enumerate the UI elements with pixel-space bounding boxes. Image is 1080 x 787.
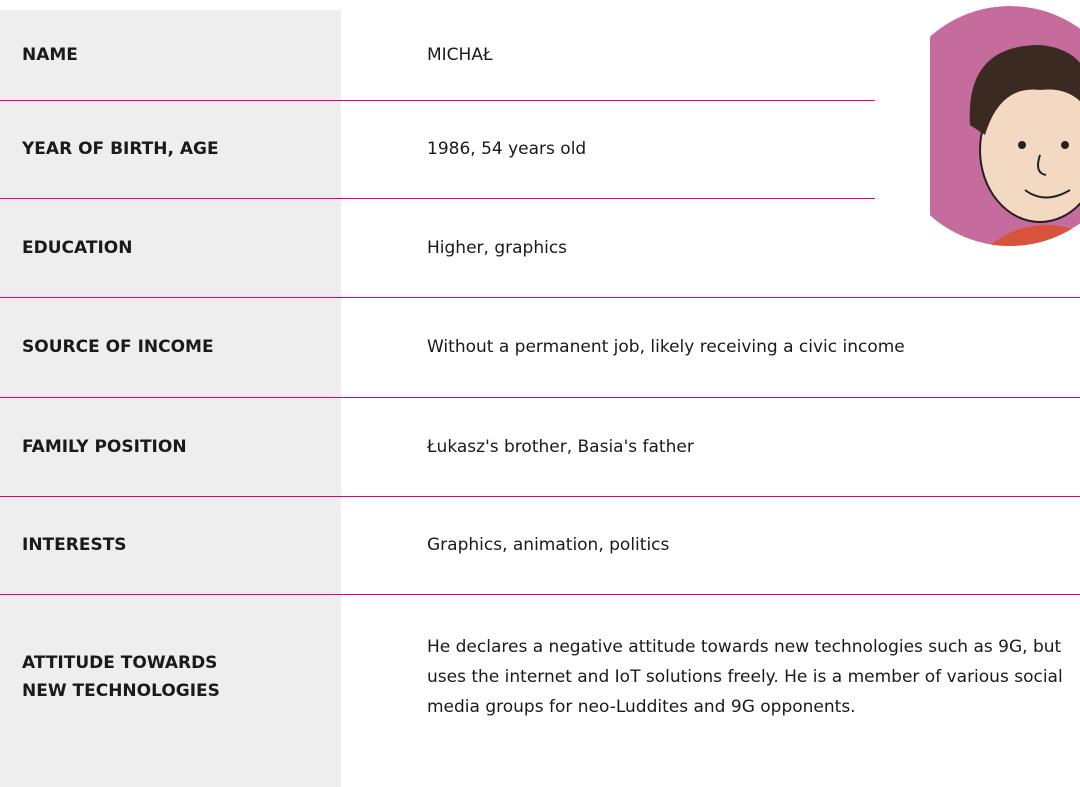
row-label: EDUCATION: [22, 237, 133, 258]
row-label: ATTITUDE TOWARDS NEW TECHNOLOGIES: [22, 653, 220, 701]
row-label: FAMILY POSITION: [22, 436, 187, 457]
row-label: SOURCE OF INCOME: [22, 337, 214, 357]
row-divider: [0, 496, 1080, 497]
avatar: [930, 6, 1080, 246]
row-value: Higher, graphics: [427, 237, 568, 258]
row-divider: [0, 198, 875, 199]
row-divider: [0, 100, 875, 101]
row-value: Łukasz's brother, Basia's father: [427, 436, 694, 457]
row-value: Graphics, animation, politics: [427, 535, 670, 555]
row-value: 1986, 54 years old: [427, 139, 587, 159]
row-value: Without a permanent job, likely receivin…: [427, 337, 905, 357]
row-label: INTERESTS: [22, 535, 127, 555]
row-label: NAME: [22, 45, 78, 65]
row-label: YEAR OF BIRTH, AGE: [22, 139, 219, 159]
row-divider: [0, 397, 1080, 398]
label-column: [0, 10, 341, 787]
row-divider: [0, 594, 1080, 595]
row-value: He declares a negative attitude towards …: [427, 637, 1063, 717]
row-divider: [0, 297, 1080, 298]
row-value: MICHAŁ: [427, 45, 493, 65]
